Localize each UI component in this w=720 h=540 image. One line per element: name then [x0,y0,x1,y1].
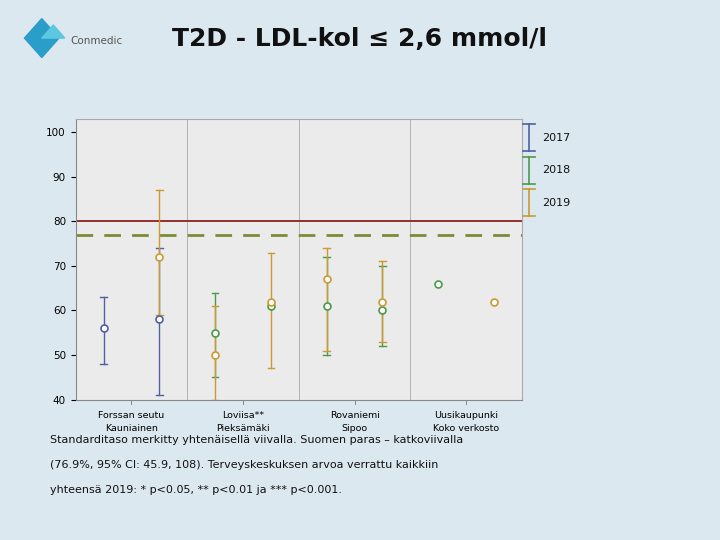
Text: Pieksämäki: Pieksämäki [216,424,270,433]
Text: Sipoo: Sipoo [341,424,368,433]
Text: yhteensä 2019: * p<0.05, ** p<0.01 ja *** p<0.001.: yhteensä 2019: * p<0.05, ** p<0.01 ja **… [50,485,343,496]
Text: 2017: 2017 [542,133,570,143]
Text: Koko verkosto: Koko verkosto [433,424,499,433]
Text: 2019: 2019 [542,198,570,207]
Text: (76.9%, 95% CI: 45.9, 108). Terveyskeskuksen arvoa verrattu kaikkiin: (76.9%, 95% CI: 45.9, 108). Terveyskesku… [50,460,438,470]
Text: Uusikaupunki: Uusikaupunki [434,411,498,420]
Polygon shape [42,25,65,38]
Text: 2018: 2018 [542,165,570,175]
Text: Conmedic: Conmedic [71,36,123,45]
Text: Kauniainen: Kauniainen [105,424,158,433]
Text: Rovaniemi: Rovaniemi [330,411,379,420]
Text: T2D - LDL-kol ≤ 2,6 mmol/l: T2D - LDL-kol ≤ 2,6 mmol/l [173,27,547,51]
Text: Forssan seutu: Forssan seutu [98,411,165,420]
Polygon shape [24,18,59,57]
Text: Loviisa**: Loviisa** [222,411,264,420]
Text: Standarditaso merkitty yhtenäisellä viivalla. Suomen paras – katkoviivalla: Standarditaso merkitty yhtenäisellä viiv… [50,435,464,445]
